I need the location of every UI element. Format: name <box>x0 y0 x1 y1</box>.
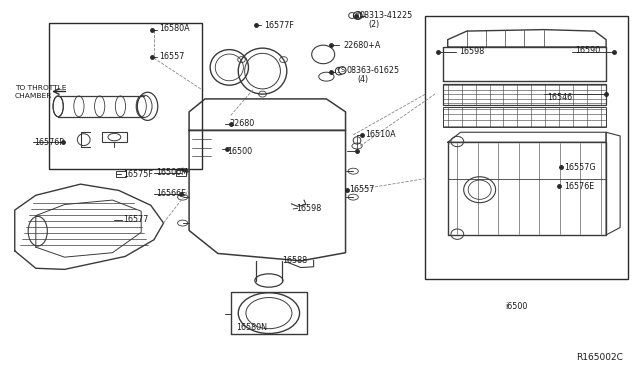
Text: 16575F: 16575F <box>124 170 153 179</box>
Text: B: B <box>356 13 361 19</box>
Text: 16500M: 16500M <box>156 168 188 177</box>
Text: 08313-41225: 08313-41225 <box>360 11 413 20</box>
Text: B: B <box>355 13 359 19</box>
Bar <box>443 107 606 128</box>
Text: 16580N: 16580N <box>236 323 267 332</box>
Text: i6500: i6500 <box>506 302 528 311</box>
Text: (4): (4) <box>357 75 368 84</box>
Text: (2): (2) <box>369 20 380 29</box>
Text: 16580A: 16580A <box>159 24 189 33</box>
Text: CHAMBER: CHAMBER <box>15 93 52 99</box>
Text: 22680+A: 22680+A <box>344 41 381 50</box>
Text: 16577: 16577 <box>124 215 148 224</box>
Text: TO THROTTLE: TO THROTTLE <box>15 85 67 91</box>
Text: 16557: 16557 <box>349 185 374 194</box>
Text: 16598: 16598 <box>296 205 321 214</box>
Text: R165002C: R165002C <box>577 353 623 362</box>
Text: 16566E: 16566E <box>156 189 186 198</box>
Text: 16500: 16500 <box>227 147 253 156</box>
Bar <box>49 23 202 169</box>
Text: 22680: 22680 <box>229 119 255 128</box>
Text: 16590: 16590 <box>575 46 601 55</box>
Text: 16557: 16557 <box>159 52 184 61</box>
Bar <box>116 171 126 177</box>
Text: 16588: 16588 <box>282 256 307 265</box>
Text: 08363-61625: 08363-61625 <box>347 66 400 75</box>
Text: S: S <box>337 68 341 74</box>
Text: S: S <box>340 67 344 73</box>
Text: 16598: 16598 <box>460 47 484 56</box>
Bar <box>426 16 628 279</box>
Text: 16576E: 16576E <box>564 182 594 191</box>
Text: 16577F: 16577F <box>264 22 294 31</box>
Text: 16546: 16546 <box>547 93 572 102</box>
Bar <box>175 170 186 176</box>
Text: 16576P: 16576P <box>35 138 65 147</box>
Text: 16557G: 16557G <box>564 163 596 172</box>
Bar <box>443 84 606 105</box>
Text: 16510A: 16510A <box>365 129 396 139</box>
Bar <box>102 132 127 142</box>
